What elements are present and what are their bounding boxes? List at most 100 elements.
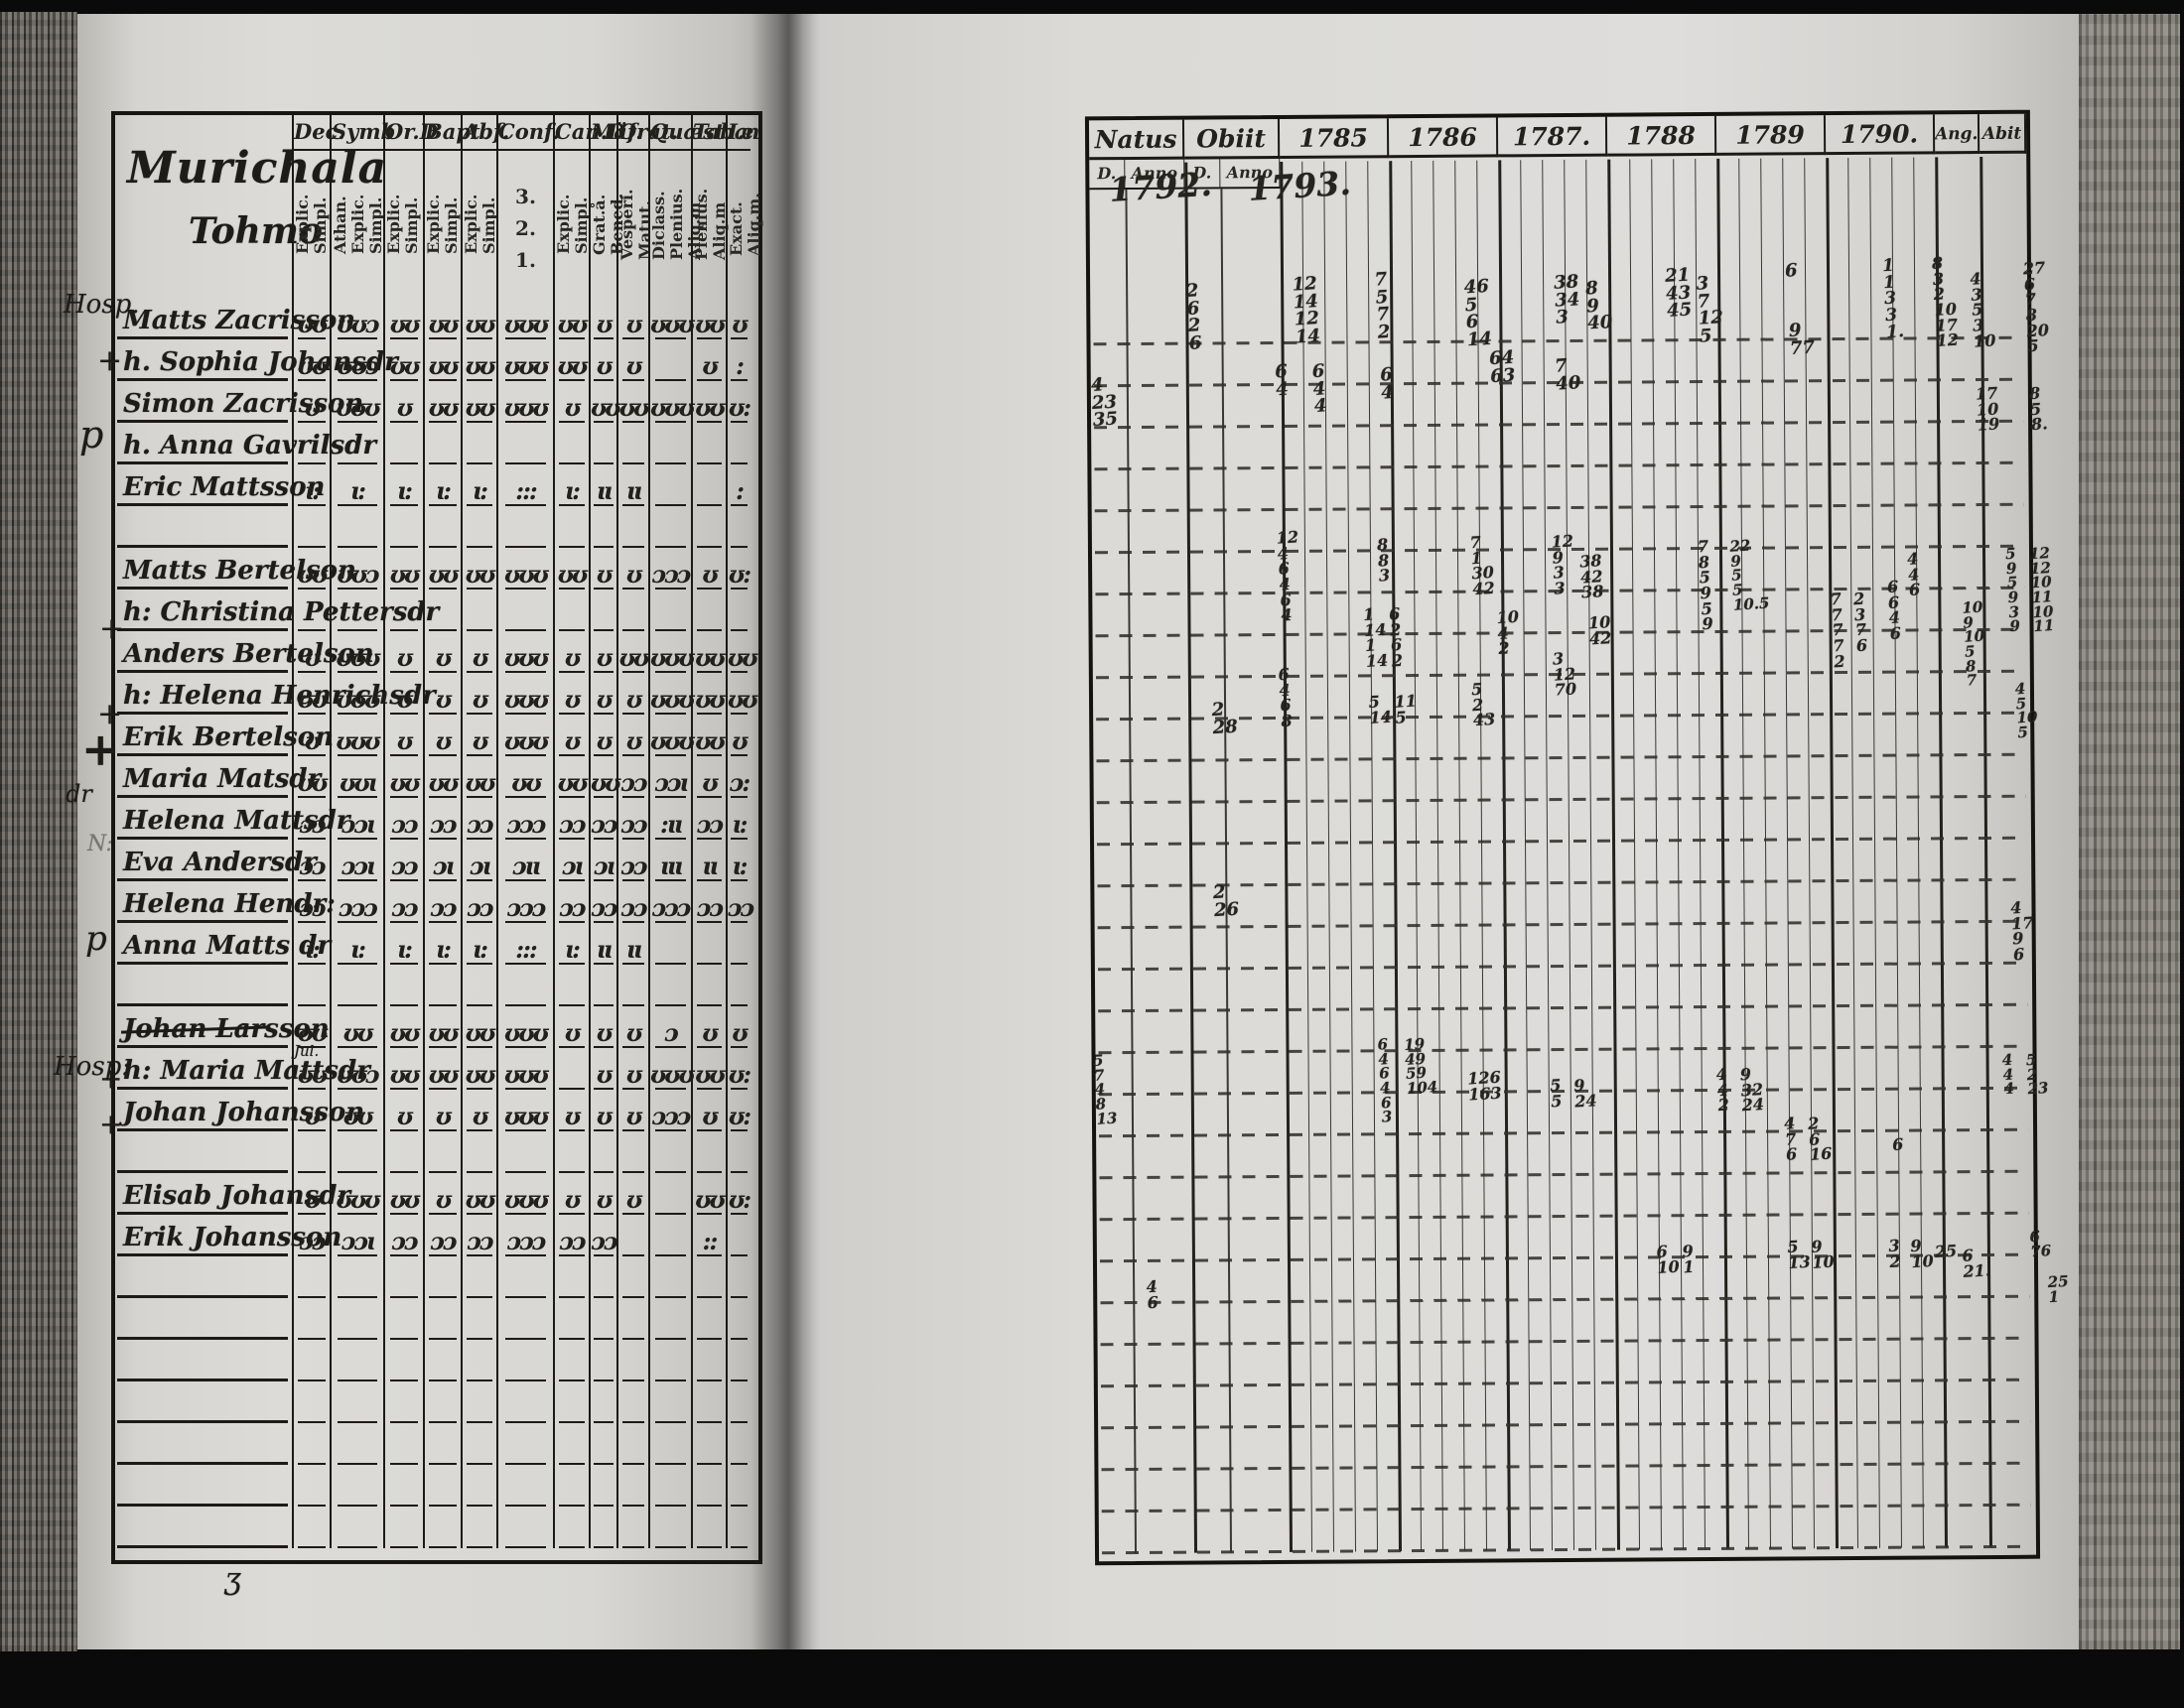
name-cell bbox=[115, 1423, 292, 1465]
mark-cell: ʊʊ bbox=[423, 339, 461, 381]
mark-underline bbox=[594, 1087, 614, 1090]
mark-underline bbox=[467, 1337, 492, 1340]
handwritten-date: 8 8 3 bbox=[1376, 534, 1391, 586]
mark-cell bbox=[553, 1507, 589, 1548]
mark-cell: ɔɔ bbox=[423, 1215, 461, 1256]
column-label: Tabæ bbox=[693, 115, 753, 151]
table-row bbox=[115, 1131, 751, 1173]
mark-underline bbox=[594, 1295, 614, 1298]
communion-mark: ::: bbox=[515, 476, 538, 505]
mark-cell bbox=[616, 965, 648, 1006]
mark-cell: ɔɔ bbox=[616, 881, 648, 923]
mark-cell bbox=[726, 923, 751, 965]
mark-cell bbox=[726, 1215, 751, 1256]
mark-underline bbox=[389, 336, 419, 339]
mark-underline bbox=[298, 1045, 326, 1048]
communion-mark: ʊ bbox=[596, 685, 613, 714]
mark-cell bbox=[292, 1131, 330, 1173]
header-col-bapt: Bapt Explic. Simpl. bbox=[423, 115, 480, 298]
mark-cell: ʊ bbox=[726, 715, 751, 756]
table-row: Anna Matts dr ɩ: ɩ: ɩ: ɩ: ɩ:::: ɩ: ɩɩ ɩɩ bbox=[115, 923, 751, 965]
mark-underline bbox=[338, 1545, 377, 1548]
row-dashes bbox=[1097, 836, 2027, 847]
mark-cell bbox=[648, 423, 691, 464]
mark-underline bbox=[338, 420, 377, 423]
person-name: Johan Johansson bbox=[123, 1098, 365, 1127]
communion-mark: ʊʊʊ bbox=[650, 685, 695, 714]
handwritten-date: 4 4 4 bbox=[2001, 1050, 2015, 1099]
mark-cell bbox=[589, 1465, 616, 1507]
mark-cell: ʊʊ bbox=[292, 673, 330, 715]
grid-line-vertical bbox=[1125, 190, 1137, 1554]
mark-cell: ʊʊʊ bbox=[330, 673, 383, 715]
name-underline bbox=[117, 628, 288, 631]
communion-mark: ʊʊ bbox=[728, 685, 758, 714]
communion-mark: ʊʊʊ bbox=[336, 393, 381, 422]
mark-underline bbox=[504, 587, 547, 590]
mark-cell bbox=[691, 590, 726, 631]
mark-cell: ʊʊʊ bbox=[496, 298, 553, 339]
mark-underline bbox=[594, 1504, 614, 1507]
ang-header: Ang. bbox=[1934, 114, 1980, 155]
mark-underline bbox=[338, 378, 377, 381]
communion-mark: ʊʊ bbox=[728, 643, 758, 672]
mark-underline bbox=[696, 1087, 723, 1090]
name-underline bbox=[117, 1420, 288, 1423]
mark-cell: ʊʊ bbox=[616, 381, 649, 423]
mark-cell: ɩ: bbox=[423, 464, 461, 506]
table-row: Helena Mattsdr ɔɔ ɔɔɩ ɔɔ ɔɔ ɔɔ ɔɔɔ ɔɔ ɔɔ ɔɔ:ɩɩ ɔɔ ɩ… bbox=[115, 798, 751, 840]
communion-mark: ɔɔɔ bbox=[651, 1102, 692, 1130]
communion-mark: ɔɩ bbox=[562, 852, 584, 880]
mark-cell: ʊʊɔ bbox=[330, 548, 383, 590]
communion-mark: ʊʊ bbox=[428, 1018, 460, 1047]
row-dashes bbox=[1094, 502, 2024, 513]
communion-mark: ʊ bbox=[304, 643, 321, 672]
mark-underline bbox=[594, 1128, 614, 1131]
name-underline bbox=[117, 1504, 288, 1507]
year-header-1786: 1786 bbox=[1388, 117, 1499, 159]
mark-cell: ʊʊ bbox=[383, 756, 423, 798]
mark-underline bbox=[429, 753, 457, 756]
mark-underline bbox=[429, 587, 457, 590]
mark-cell: ʊ bbox=[691, 548, 726, 590]
mark-underline bbox=[389, 753, 419, 756]
mark-underline bbox=[504, 461, 547, 464]
mark-cell: ʊʊʊ bbox=[648, 715, 695, 756]
mark-underline bbox=[621, 1253, 645, 1256]
mark-underline bbox=[654, 795, 687, 798]
name-underline bbox=[117, 336, 288, 339]
mark-underline bbox=[559, 1003, 585, 1006]
mark-cell: ɔɔ bbox=[461, 881, 496, 923]
mark-underline bbox=[467, 1545, 492, 1548]
communion-mark: ʊʊɔ bbox=[337, 351, 379, 380]
mark-cell: ʊʊ bbox=[461, 1173, 496, 1215]
communion-mark: ʊʊ bbox=[557, 351, 589, 380]
mark-underline bbox=[389, 670, 419, 673]
mark-cell: ::: bbox=[496, 923, 553, 965]
communion-mark: ʊʊʊ bbox=[504, 1102, 549, 1130]
name-underline bbox=[117, 1253, 288, 1256]
mark-cell bbox=[648, 965, 691, 1006]
mark-cell bbox=[496, 965, 553, 1006]
name-underline bbox=[117, 461, 288, 464]
row-dashes bbox=[1101, 1419, 2031, 1430]
mark-underline bbox=[696, 1337, 723, 1340]
mark-underline bbox=[338, 1420, 377, 1423]
mark-cell: ʊ bbox=[461, 1090, 496, 1131]
row-dashes bbox=[1096, 752, 2026, 763]
mark-cell bbox=[553, 965, 589, 1006]
mark-underline bbox=[467, 628, 492, 631]
mark-underline bbox=[696, 503, 723, 506]
communion-mark: ʊ bbox=[472, 643, 488, 672]
mark-cell: ʊ bbox=[292, 381, 330, 423]
mark-cell: ɔɔ bbox=[553, 881, 589, 923]
mark-underline bbox=[730, 1420, 749, 1423]
mark-cell: ɔɔ bbox=[553, 1215, 589, 1256]
communion-mark: ʊ bbox=[564, 1018, 581, 1047]
handwritten-date: 7 7 7 7 2 bbox=[1830, 589, 1846, 672]
mark-underline bbox=[730, 1462, 749, 1465]
mark-underline bbox=[338, 670, 377, 673]
communion-mark: ʊʊʊ bbox=[504, 393, 549, 422]
header-col-in: I.n Exact. Aliq.m. bbox=[726, 115, 763, 298]
mark-cell bbox=[292, 1298, 330, 1340]
